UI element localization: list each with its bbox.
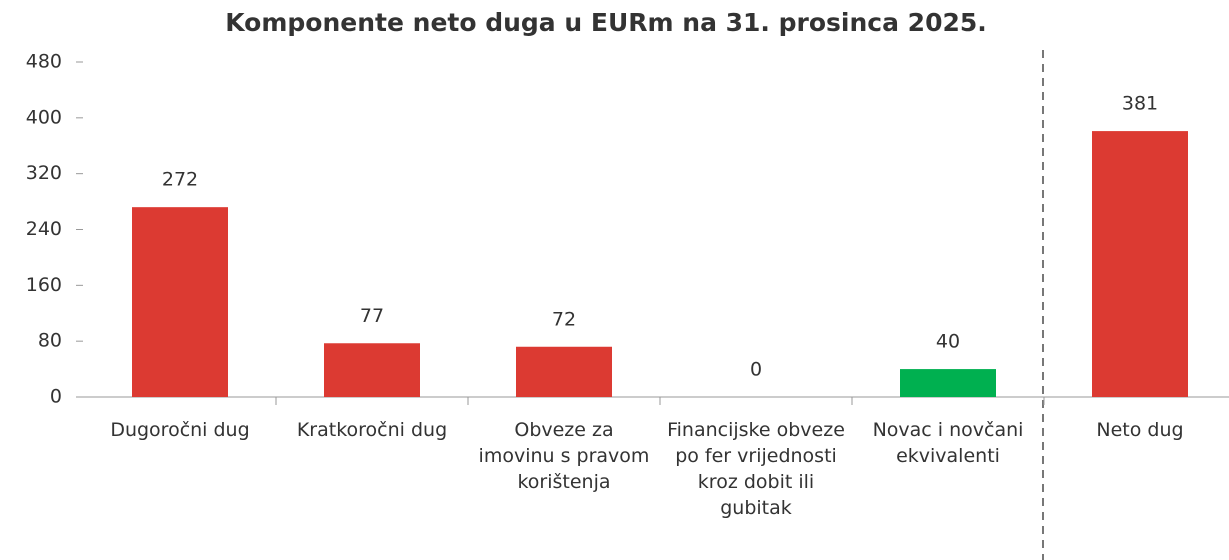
y-tick-label: 0	[50, 386, 62, 408]
x-tick-label: Obveze za imovinu s pravom korištenja	[479, 419, 650, 493]
value-label: 272	[162, 169, 198, 191]
x-tick-label: Kratkoročni dug	[297, 419, 447, 441]
x-tick-label: Novac i novčani ekvivalenti	[873, 419, 1024, 467]
chart-title: Komponente neto duga u EURm na 31. prosi…	[225, 8, 987, 37]
x-tick-label: Financijske obveze po fer vrijednosti kroz…	[667, 419, 845, 519]
x-tick-label: Neto dug	[1096, 419, 1183, 441]
bar	[132, 207, 228, 397]
y-tick-label: 240	[26, 218, 62, 240]
value-label: 77	[360, 305, 384, 327]
bar	[1092, 131, 1188, 397]
bar	[324, 343, 420, 397]
y-tick-label: 160	[26, 274, 62, 296]
y-tick-label: 320	[26, 162, 62, 184]
y-tick-label: 480	[26, 51, 62, 73]
y-tick-label: 80	[38, 330, 62, 352]
value-label: 40	[936, 331, 960, 353]
y-tick-label: 400	[26, 106, 62, 128]
value-label: 72	[552, 308, 576, 330]
value-label: 0	[750, 359, 762, 381]
bar	[900, 369, 996, 397]
x-tick-label: Dugoročni dug	[110, 419, 249, 441]
bar	[516, 346, 612, 397]
value-label: 381	[1122, 93, 1158, 115]
